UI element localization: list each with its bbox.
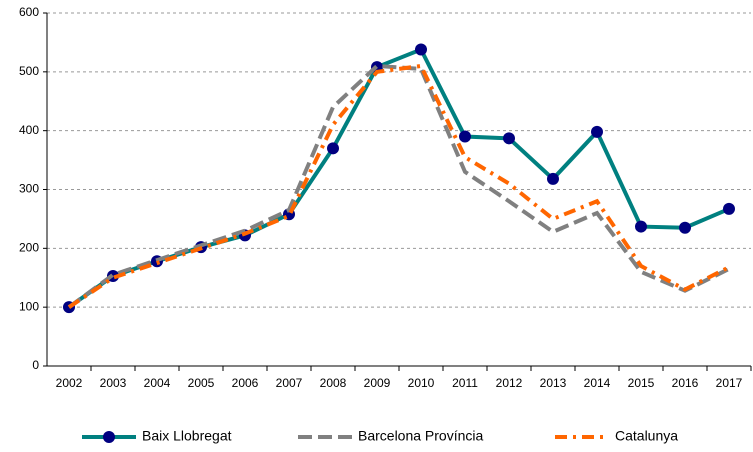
x-tick-label: 2017 <box>716 376 743 390</box>
point <box>415 43 427 56</box>
series-line <box>67 63 730 309</box>
x-tick-label: 2013 <box>540 376 567 390</box>
point <box>591 125 603 138</box>
series-line <box>67 63 730 309</box>
y-tick-label: 100 <box>19 299 39 313</box>
x-tick-label: 2014 <box>584 376 611 390</box>
x-tick-label: 2008 <box>320 376 347 390</box>
x-tick-label: 2016 <box>672 376 699 390</box>
series-line <box>67 46 730 309</box>
point <box>723 202 735 215</box>
x-tick-label: 2007 <box>276 376 303 390</box>
x-tick-label: 2004 <box>144 376 171 390</box>
point <box>635 220 647 233</box>
legend-marker <box>103 431 115 443</box>
y-tick-label: 0 <box>32 358 39 372</box>
x-tick-label: 2009 <box>364 376 391 390</box>
legend-label: Barcelona Província <box>358 428 484 444</box>
point <box>679 221 691 234</box>
legend-label: Baix Llobregat <box>142 428 232 444</box>
x-tick-label: 2015 <box>628 376 655 390</box>
y-tick-label: 600 <box>19 5 39 19</box>
point <box>327 142 339 155</box>
x-tick-label: 2002 <box>56 376 83 390</box>
x-tick-label: 2012 <box>496 376 523 390</box>
y-tick-label: 400 <box>19 123 39 137</box>
legend-label: Catalunya <box>615 428 678 444</box>
point <box>547 172 559 185</box>
x-tick-label: 2011 <box>452 376 478 390</box>
y-tick-label: 300 <box>19 182 39 196</box>
x-tick-label: 2006 <box>232 376 259 390</box>
point <box>503 132 515 145</box>
point <box>459 130 471 143</box>
x-tick-label: 2010 <box>408 376 435 390</box>
x-tick-label: 2003 <box>100 376 127 390</box>
y-tick-label: 500 <box>19 64 39 78</box>
x-tick-label: 2005 <box>188 376 215 390</box>
y-tick-label: 200 <box>19 241 39 255</box>
